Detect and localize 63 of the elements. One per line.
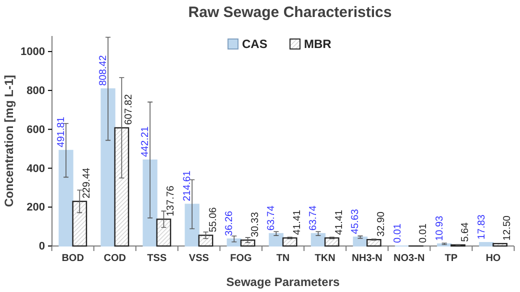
data-label: 5.64 (460, 222, 471, 242)
legend-label: CAS (242, 37, 268, 51)
data-label: 45.63 (350, 208, 362, 234)
data-label: 63.74 (266, 205, 278, 231)
data-label: 55.06 (208, 206, 219, 232)
x-tick-label: BOD (62, 253, 84, 264)
x-tick-label: COD (104, 253, 126, 264)
x-tick-label: TP (444, 253, 458, 264)
data-label: 229.44 (82, 167, 93, 198)
y-tick-label: 0 (38, 240, 45, 253)
bar (282, 237, 298, 247)
bar (100, 88, 116, 246)
bar (240, 240, 256, 247)
bar (184, 204, 200, 246)
bar (366, 239, 382, 247)
x-tick-label: NO3-N (394, 253, 425, 264)
y-axis-title: Concentration [mg L-1] (2, 75, 16, 207)
x-tick-label: HO (486, 253, 501, 264)
data-label: 32.90 (376, 211, 387, 237)
data-label: 41.41 (292, 209, 303, 235)
bar (198, 234, 214, 247)
x-axis-title: Sewage Parameters (226, 275, 340, 289)
chart-title: Raw Sewage Characteristics (188, 4, 392, 21)
bar (268, 233, 284, 246)
x-tick-label: VSS (188, 253, 210, 264)
x-tick-label: FOG (230, 253, 252, 264)
data-label: 607.82 (124, 94, 135, 125)
bar (58, 150, 74, 246)
legend-label: MBR (304, 37, 332, 51)
data-label: 808.42 (98, 54, 110, 86)
bar (114, 127, 130, 247)
bar (156, 218, 172, 247)
x-tick-label: TSS (147, 253, 167, 264)
data-label: 63.74 (308, 205, 320, 231)
y-tick-label: 600 (26, 124, 45, 136)
bar (479, 242, 494, 246)
data-label: 41.41 (334, 209, 345, 235)
data-label: 10.93 (434, 215, 446, 241)
data-label: 0.01 (418, 223, 429, 243)
x-tick-label: TKN (314, 253, 336, 264)
y-tick-label: 200 (26, 202, 45, 214)
bar (436, 243, 452, 246)
y-tick-label: 400 (26, 162, 45, 175)
data-label: 30.33 (250, 212, 261, 238)
data-label: 12.50 (502, 215, 514, 241)
bar (310, 233, 326, 246)
bar (352, 236, 368, 246)
bar (492, 242, 508, 247)
data-label: 0.01 (392, 223, 404, 243)
x-tick-label: TN (276, 253, 290, 264)
data-label: 137.76 (166, 185, 177, 216)
data-label: 491.81 (56, 116, 67, 148)
bar (324, 237, 340, 247)
y-tick-label: 800 (26, 84, 45, 97)
data-label: 17.83 (476, 214, 488, 240)
x-tick-label: NH3-N (352, 253, 382, 264)
bar (72, 200, 88, 247)
data-label: 214.61 (182, 170, 194, 202)
bar (226, 238, 242, 246)
data-label: 36.26 (224, 210, 236, 236)
data-label: 442.21 (140, 126, 152, 158)
bar (142, 160, 158, 246)
y-tick-label: 1000 (20, 46, 45, 58)
